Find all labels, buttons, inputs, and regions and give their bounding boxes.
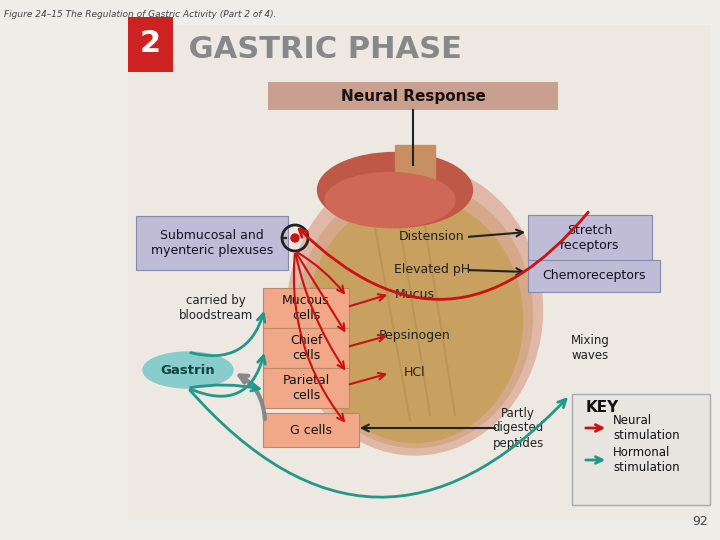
FancyBboxPatch shape [128, 17, 173, 72]
FancyBboxPatch shape [263, 288, 349, 328]
FancyBboxPatch shape [136, 216, 288, 270]
FancyBboxPatch shape [572, 394, 710, 505]
Text: Mixing
waves: Mixing waves [570, 334, 609, 362]
FancyBboxPatch shape [128, 25, 710, 520]
Ellipse shape [318, 152, 472, 227]
Text: Pepsinogen: Pepsinogen [379, 328, 451, 341]
Text: Mucous
cells: Mucous cells [282, 294, 330, 322]
Ellipse shape [325, 172, 455, 227]
Text: GASTRIC PHASE: GASTRIC PHASE [178, 36, 462, 64]
Ellipse shape [297, 183, 533, 448]
Ellipse shape [307, 198, 523, 442]
Text: Chief
cells: Chief cells [290, 334, 322, 362]
Ellipse shape [143, 352, 233, 388]
Text: KEY: KEY [586, 400, 619, 415]
Text: 92: 92 [692, 515, 708, 528]
Ellipse shape [287, 165, 542, 455]
Text: Chemoreceptors: Chemoreceptors [542, 269, 646, 282]
FancyBboxPatch shape [268, 82, 558, 110]
FancyArrowPatch shape [190, 390, 566, 497]
FancyBboxPatch shape [263, 328, 349, 368]
FancyBboxPatch shape [528, 215, 652, 261]
Text: Elevated pH: Elevated pH [394, 264, 470, 276]
Polygon shape [395, 145, 435, 185]
FancyBboxPatch shape [528, 260, 660, 292]
FancyArrowPatch shape [191, 356, 265, 396]
Text: Mucus: Mucus [395, 287, 435, 300]
Text: carried by
bloodstream: carried by bloodstream [179, 294, 253, 322]
Text: Neural
stimulation: Neural stimulation [613, 414, 680, 442]
FancyArrowPatch shape [300, 212, 588, 299]
Text: Stretch
receptors: Stretch receptors [560, 224, 620, 252]
FancyBboxPatch shape [263, 413, 359, 447]
Text: Distension: Distension [399, 231, 465, 244]
Text: HCl: HCl [404, 367, 426, 380]
Text: 2: 2 [140, 30, 161, 58]
Text: Neural Response: Neural Response [341, 89, 485, 104]
Text: Submucosal and
myenteric plexuses: Submucosal and myenteric plexuses [151, 229, 273, 257]
Text: Gastrin: Gastrin [161, 363, 215, 376]
FancyBboxPatch shape [263, 368, 349, 408]
Circle shape [291, 234, 299, 242]
Text: G cells: G cells [290, 423, 332, 436]
Text: Figure 24–15 The Regulation of Gastric Activity (Part 2 of 4).: Figure 24–15 The Regulation of Gastric A… [4, 10, 276, 19]
FancyArrowPatch shape [191, 314, 265, 356]
Text: Partly
digested
peptides: Partly digested peptides [492, 407, 544, 449]
Text: Parietal
cells: Parietal cells [282, 374, 330, 402]
FancyArrowPatch shape [191, 383, 259, 391]
Text: Hormonal
stimulation: Hormonal stimulation [613, 446, 680, 474]
